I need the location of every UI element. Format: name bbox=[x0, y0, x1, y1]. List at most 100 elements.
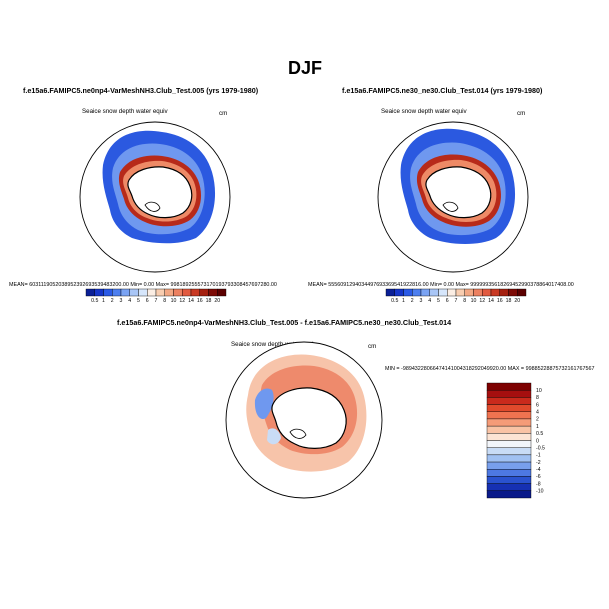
panel3-colorbar-swatch bbox=[486, 483, 532, 492]
panel3-colorbar-tick-label: -10 bbox=[536, 489, 544, 495]
panel2-variable: Seaice snow depth water equiv bbox=[381, 108, 467, 115]
panel2-antarctica bbox=[425, 166, 492, 219]
panel1-colorbar-tick-label: 1 bbox=[102, 298, 105, 304]
panel1-colorbar-tick-label: 20 bbox=[214, 298, 220, 304]
panel1-colorbar-swatch bbox=[182, 288, 192, 297]
panel2-colorbar-swatch bbox=[473, 288, 483, 297]
panel1-colorbar-tick-label: 2 bbox=[111, 298, 114, 304]
panel1-colorbar-tick-label: 3 bbox=[120, 298, 123, 304]
panel1-colorbar-swatch bbox=[217, 288, 227, 297]
panel3-colorbar-swatch bbox=[486, 433, 532, 441]
panel1-colorbar-swatch bbox=[85, 288, 95, 297]
panel3-colorbar-swatch bbox=[486, 389, 532, 398]
panel3-diff-cool bbox=[254, 388, 274, 420]
panel2-colorbar-tick-label: 12 bbox=[479, 298, 485, 304]
panel1-colorbar-tick-label: 14 bbox=[188, 298, 194, 304]
panel3-colorbar-swatch bbox=[486, 476, 532, 484]
panel2-colorbar-tick-label: 0.5 bbox=[391, 298, 398, 304]
panel1-colorbar-tick-label: 6 bbox=[146, 298, 149, 304]
panel3-colorbar-tick-label: -6 bbox=[536, 474, 541, 480]
panel1-antarctica bbox=[127, 166, 193, 219]
panel1-colorbar: 0.5 1 2 3 4 5 6 7 8 10 12 14 16 18 20 bbox=[85, 288, 227, 304]
panel1-colorbar-swatch bbox=[173, 288, 183, 297]
panel2-colorbar-tick-label: 16 bbox=[497, 298, 503, 304]
panel2-colorbar-swatch bbox=[490, 288, 500, 297]
panel3-colorbar-swatch bbox=[486, 404, 532, 412]
panel1-colorbar-tick-label: 12 bbox=[179, 298, 185, 304]
panel1-colorbar-tick-label: 4 bbox=[128, 298, 131, 304]
panel3-colorbar-swatch bbox=[486, 418, 532, 427]
panel2-colorbar-tick-label: 2 bbox=[411, 298, 414, 304]
page-title: DJF bbox=[288, 58, 323, 78]
panel1-colorbar-swatch bbox=[155, 288, 165, 297]
panel2-colorbar-swatch bbox=[420, 288, 430, 297]
panel2-stats: MEAN= 555609129403449769336954192281​6.0… bbox=[308, 282, 574, 288]
panel2-colorbar-tick-label: 4 bbox=[428, 298, 431, 304]
panel1-colorbar-swatch bbox=[208, 288, 218, 297]
panel1-colorbar-swatch bbox=[164, 288, 174, 297]
panel2-colorbar-tick-label: 18 bbox=[506, 298, 512, 304]
panel2-colorbar-swatch bbox=[508, 288, 518, 297]
panel2-map bbox=[378, 122, 528, 272]
panel3-colorbar-tick-label: 1 bbox=[536, 424, 539, 430]
panel3-colorbar-tick-label: -0.5 bbox=[536, 445, 545, 451]
panel3-colorbar-swatch bbox=[486, 461, 532, 470]
panel3-colorbar-swatch bbox=[486, 397, 532, 405]
panel2-colorbar-swatch bbox=[517, 288, 527, 297]
panel3-colorbar-swatch bbox=[486, 447, 532, 456]
panel1-colorbar-swatch bbox=[129, 288, 139, 297]
panel2-colorbar-tick-label: 10 bbox=[471, 298, 477, 304]
panel1-colorbar-swatch bbox=[147, 288, 157, 297]
panel3-stats: MIN = -98943228066474141004318292049920.… bbox=[385, 366, 595, 372]
panel3-boundary bbox=[225, 341, 383, 499]
panel3-colorbar-swatch bbox=[486, 454, 532, 463]
panel3-colorbar-tick-label: -2 bbox=[536, 460, 541, 466]
panel2-colorbar-swatch bbox=[447, 288, 457, 297]
panel3-colorbar-tick-label: -8 bbox=[536, 481, 541, 487]
panel3-colorbar-swatch bbox=[486, 469, 532, 477]
panel3-colorbar-tick-label: 0.5 bbox=[536, 431, 543, 437]
panel2-colorbar-swatch bbox=[482, 288, 492, 297]
panel2-colorbar-tick-label: 3 bbox=[420, 298, 423, 304]
panel3-diff-cool-2 bbox=[267, 428, 281, 445]
panel2-colorbar-tick-label: 7 bbox=[455, 298, 458, 304]
panel2-colorbar-tick-label: 14 bbox=[488, 298, 494, 304]
panel1-colorbar-tick-label: 8 bbox=[163, 298, 166, 304]
panel1-colorbar-swatch bbox=[199, 288, 209, 297]
panel1-map bbox=[80, 122, 230, 272]
panel3-variable: Seaice snow depth water equiv bbox=[231, 341, 317, 348]
panel3-colorbar-swatch bbox=[486, 425, 532, 434]
panel1-colorbar-tick-label: 5 bbox=[137, 298, 140, 304]
panel3-units: cm bbox=[368, 343, 377, 350]
panel1-boundary bbox=[79, 121, 231, 273]
panel2-colorbar-swatch bbox=[394, 288, 404, 297]
panel3-colorbar-tick-label: -1 bbox=[536, 453, 541, 459]
panel1-colorbar-tick-label: 10 bbox=[171, 298, 177, 304]
panel2-colorbar-swatch bbox=[429, 288, 439, 297]
panel2-colorbar-tick-label: 6 bbox=[446, 298, 449, 304]
panel2-colorbar-swatch bbox=[438, 288, 448, 297]
panel1-colorbar-tick-label: 18 bbox=[206, 298, 212, 304]
panel2-colorbar-swatch bbox=[412, 288, 422, 297]
panel1-colorbar-tick-label: 0.5 bbox=[91, 298, 98, 304]
panel3-colorbar-tick-label: 6 bbox=[536, 402, 539, 408]
panel1-colorbar-swatch bbox=[112, 288, 122, 297]
panel1-colorbar-swatch bbox=[190, 288, 200, 297]
panel2-colorbar-swatch bbox=[385, 288, 395, 297]
panel2-boundary bbox=[377, 121, 529, 273]
panel1-variable: Seaice snow depth water equiv bbox=[82, 108, 168, 115]
panel3-colorbar-swatch bbox=[486, 490, 532, 499]
panel3-map bbox=[226, 342, 382, 498]
panel1-colorbar-swatch bbox=[94, 288, 104, 297]
panel2-title: f.e15a6.FAMIPC5.ne30_ne30.Club_Test.014 … bbox=[342, 86, 543, 95]
panel2-units: cm bbox=[517, 110, 526, 117]
panel2-colorbar: 0.5 1 2 3 4 5 6 7 8 10 12 14 16 18 20 bbox=[385, 288, 527, 304]
panel2-colorbar-tick-label: 5 bbox=[437, 298, 440, 304]
panel3-colorbar-tick-label: 8 bbox=[536, 395, 539, 401]
panel2-colorbar-tick-label: 1 bbox=[402, 298, 405, 304]
panel1-colorbar-tick-label: 16 bbox=[197, 298, 203, 304]
panel2-colorbar-tick-label: 20 bbox=[514, 298, 520, 304]
panel3-colorbar-swatch bbox=[486, 411, 532, 420]
panel1-colorbar-swatch bbox=[120, 288, 130, 297]
